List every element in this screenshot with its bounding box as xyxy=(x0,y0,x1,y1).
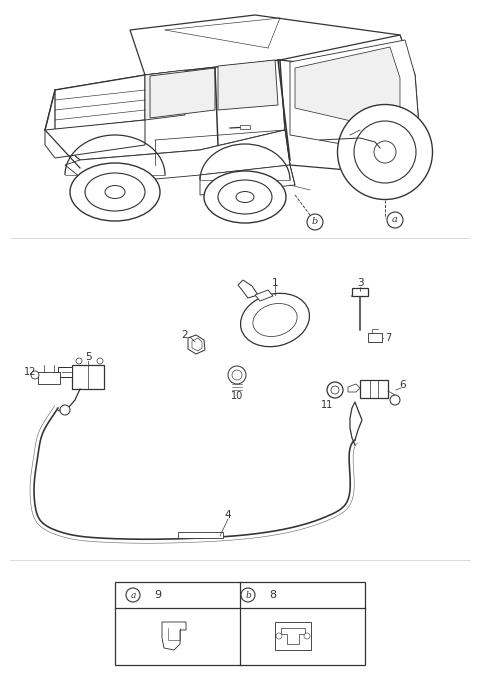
Polygon shape xyxy=(162,622,186,650)
Text: 4: 4 xyxy=(225,510,231,520)
Ellipse shape xyxy=(240,294,310,346)
Polygon shape xyxy=(150,68,215,118)
Text: a: a xyxy=(130,591,136,599)
Ellipse shape xyxy=(253,304,297,336)
Polygon shape xyxy=(188,335,205,354)
Circle shape xyxy=(228,366,246,384)
Text: 11: 11 xyxy=(321,400,333,410)
Text: 1: 1 xyxy=(272,278,278,288)
Circle shape xyxy=(276,633,282,639)
Bar xyxy=(38,372,60,384)
Polygon shape xyxy=(130,15,410,75)
Polygon shape xyxy=(45,120,145,158)
Polygon shape xyxy=(218,60,278,110)
Text: 5: 5 xyxy=(84,352,91,362)
Polygon shape xyxy=(200,165,295,195)
Ellipse shape xyxy=(85,173,145,211)
Polygon shape xyxy=(255,290,273,301)
Bar xyxy=(360,380,388,398)
Circle shape xyxy=(60,405,70,415)
Text: b: b xyxy=(245,591,251,599)
Polygon shape xyxy=(145,70,185,120)
Text: 12: 12 xyxy=(24,367,36,377)
Circle shape xyxy=(232,370,242,380)
Text: 9: 9 xyxy=(155,590,162,600)
Circle shape xyxy=(31,371,39,379)
Ellipse shape xyxy=(236,191,254,203)
Ellipse shape xyxy=(218,180,272,214)
Circle shape xyxy=(241,588,255,602)
Text: 10: 10 xyxy=(231,391,243,401)
Polygon shape xyxy=(275,622,311,650)
Ellipse shape xyxy=(354,121,416,183)
Bar xyxy=(115,582,365,665)
Bar xyxy=(368,333,382,342)
Bar xyxy=(240,125,250,129)
Bar xyxy=(58,367,72,377)
Polygon shape xyxy=(238,280,258,298)
Circle shape xyxy=(331,386,339,394)
Circle shape xyxy=(76,358,82,364)
Bar xyxy=(352,288,368,296)
Bar xyxy=(72,365,104,389)
Text: 8: 8 xyxy=(269,590,276,600)
Text: 7: 7 xyxy=(385,333,391,343)
Circle shape xyxy=(126,588,140,602)
Text: b: b xyxy=(312,218,318,226)
Polygon shape xyxy=(55,75,145,130)
Text: 3: 3 xyxy=(357,278,363,288)
Circle shape xyxy=(97,358,103,364)
Polygon shape xyxy=(295,47,400,130)
Ellipse shape xyxy=(337,104,432,199)
Polygon shape xyxy=(281,628,305,644)
Polygon shape xyxy=(192,338,202,351)
Polygon shape xyxy=(348,384,360,392)
Polygon shape xyxy=(290,40,420,155)
Ellipse shape xyxy=(70,163,160,221)
Text: 6: 6 xyxy=(400,380,406,390)
Polygon shape xyxy=(280,35,420,175)
Text: 2: 2 xyxy=(182,330,188,340)
Circle shape xyxy=(304,633,310,639)
Circle shape xyxy=(387,212,403,228)
Circle shape xyxy=(307,214,323,230)
Ellipse shape xyxy=(204,171,286,223)
Text: a: a xyxy=(392,216,398,224)
Ellipse shape xyxy=(374,141,396,163)
Polygon shape xyxy=(65,130,290,185)
Circle shape xyxy=(327,382,343,398)
Polygon shape xyxy=(45,60,285,160)
Bar xyxy=(178,532,223,538)
Ellipse shape xyxy=(105,186,125,199)
Circle shape xyxy=(390,395,400,405)
